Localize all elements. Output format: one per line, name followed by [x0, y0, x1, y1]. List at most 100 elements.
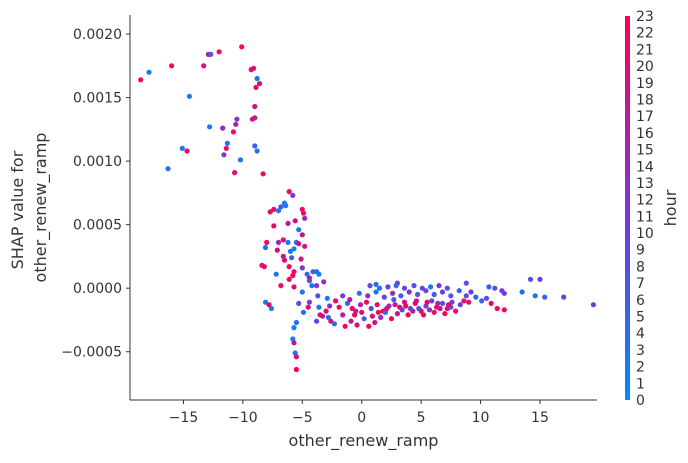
x-tick-label: 5	[417, 410, 426, 426]
data-point	[252, 143, 258, 149]
data-point	[300, 210, 307, 216]
data-point	[291, 340, 297, 346]
data-point	[298, 256, 304, 262]
data-point	[281, 257, 288, 263]
data-point	[428, 284, 434, 290]
data-point	[314, 283, 320, 289]
data-point	[486, 284, 492, 290]
y-tick-label: −0.0005	[61, 345, 122, 361]
data-point	[398, 293, 404, 299]
data-point	[372, 319, 378, 326]
data-point	[406, 289, 412, 295]
data-point	[239, 44, 245, 50]
data-point	[296, 227, 302, 233]
data-point	[381, 294, 387, 300]
data-point	[347, 297, 353, 303]
data-point	[399, 307, 405, 313]
data-point	[325, 314, 331, 320]
x-tick-label: −5	[292, 410, 313, 426]
x-axis-ticks: −15 −10 −5 0 5 10 15	[169, 400, 549, 426]
data-point	[286, 276, 292, 282]
data-point	[186, 93, 192, 99]
data-point	[286, 264, 292, 270]
data-point	[331, 321, 337, 327]
data-point	[391, 297, 397, 303]
data-point	[366, 323, 372, 329]
data-point	[375, 309, 381, 315]
data-point	[413, 298, 419, 304]
data-point	[384, 305, 390, 312]
data-point	[437, 305, 443, 312]
data-point	[208, 51, 214, 58]
data-point	[292, 218, 298, 224]
data-point	[285, 220, 291, 226]
data-point	[385, 284, 391, 290]
data-point	[323, 308, 329, 314]
x-axis-title: other_renew_ramp	[289, 431, 439, 451]
data-point	[317, 312, 323, 318]
data-point	[401, 285, 408, 291]
x-tick-label: −10	[228, 410, 258, 426]
data-point	[266, 302, 272, 308]
data-point	[349, 305, 355, 312]
data-point	[488, 300, 494, 306]
data-point	[352, 312, 358, 318]
data-point	[542, 294, 548, 300]
scatter-points	[138, 44, 597, 373]
data-point	[354, 322, 360, 328]
data-point	[419, 285, 425, 291]
data-point	[289, 255, 295, 261]
data-point	[268, 305, 274, 312]
colorbar-tick-label: 3	[636, 343, 645, 359]
data-point	[306, 278, 312, 284]
data-point	[527, 276, 534, 282]
data-point	[310, 269, 316, 275]
data-point	[333, 298, 339, 304]
data-point	[305, 304, 311, 310]
data-point	[561, 294, 567, 300]
colorbar-tick-label: 12	[636, 193, 654, 209]
data-point	[410, 308, 416, 314]
data-point	[340, 293, 346, 299]
data-point	[501, 307, 507, 313]
data-point	[165, 166, 171, 172]
x-tick-label: 10	[472, 410, 490, 426]
colorbar-title: hour	[661, 189, 680, 226]
data-point	[316, 271, 322, 277]
colorbar-tick-label: 8	[636, 259, 645, 275]
data-point	[390, 290, 396, 296]
colorbar-tick-label: 9	[636, 243, 645, 259]
data-point	[435, 300, 441, 306]
data-point	[291, 325, 297, 331]
data-point	[302, 215, 308, 221]
data-point	[146, 69, 152, 75]
data-point	[273, 271, 279, 277]
data-point	[388, 316, 394, 322]
colorbar	[625, 16, 630, 400]
data-point	[252, 115, 258, 121]
colorbar-tick-label: 14	[636, 159, 654, 175]
data-point	[368, 305, 374, 312]
data-point	[296, 300, 302, 306]
colorbar-tick-label: 6	[636, 293, 645, 309]
data-point	[431, 309, 437, 315]
data-point	[463, 293, 469, 299]
data-point	[466, 299, 472, 305]
data-point	[394, 280, 400, 286]
y-tick-label: 0.0000	[73, 281, 122, 297]
y-axis-title: SHAP value for other_renew_ramp	[8, 133, 51, 283]
data-point	[253, 84, 259, 90]
data-point	[220, 125, 226, 131]
data-point	[287, 248, 293, 254]
data-point	[179, 145, 185, 151]
data-point	[299, 289, 305, 295]
colorbar-tick-label: 11	[636, 209, 654, 225]
data-point	[416, 305, 422, 312]
data-point	[453, 308, 459, 314]
data-point	[457, 302, 463, 308]
data-point	[367, 283, 373, 289]
data-point	[429, 298, 435, 304]
data-point	[223, 145, 229, 151]
